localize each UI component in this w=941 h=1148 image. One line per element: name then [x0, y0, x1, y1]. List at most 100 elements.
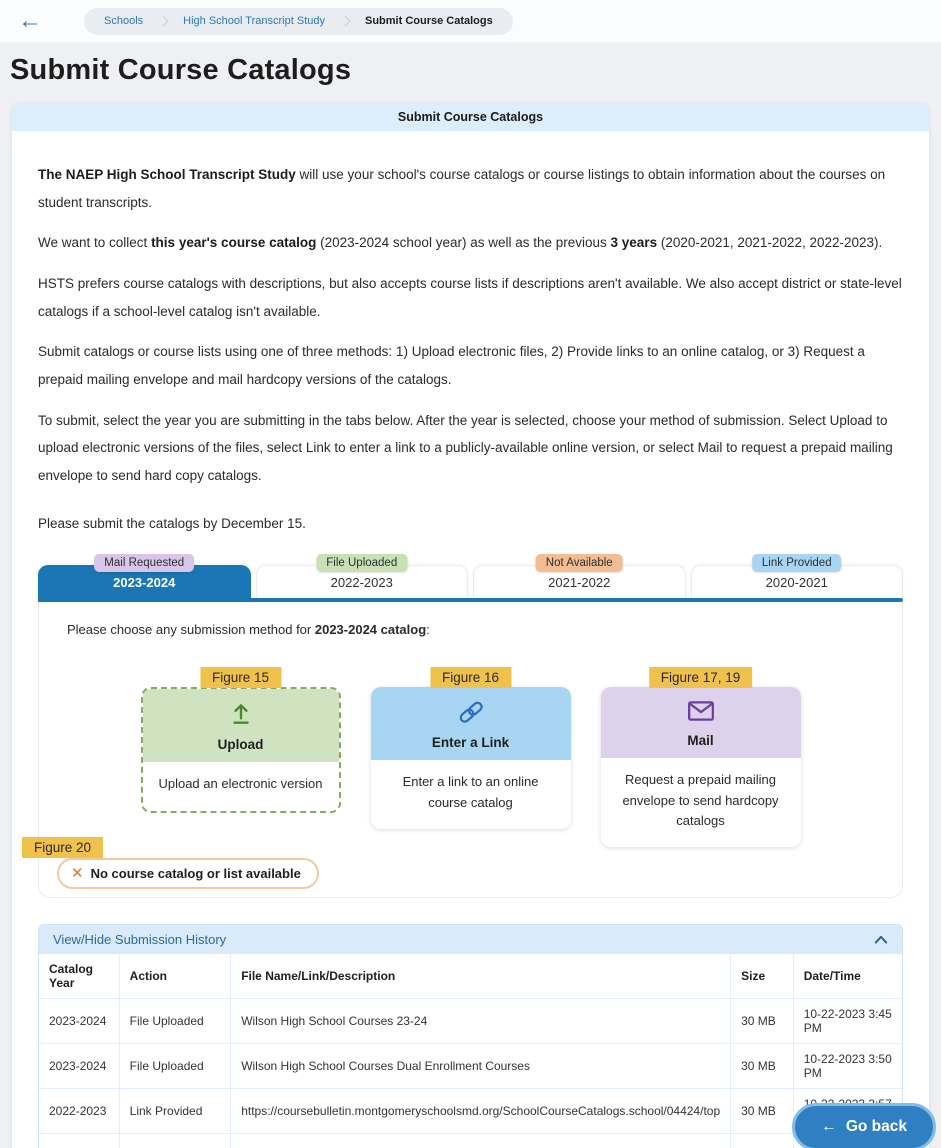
link-icon	[457, 699, 485, 725]
intro-paragraph-3: HSTS prefers course catalogs with descri…	[38, 276, 902, 319]
cell-catalog-year: 2023-2024	[39, 998, 120, 1045]
mail-icon	[687, 699, 715, 725]
upload-description: Upload an electronic version	[142, 762, 339, 811]
figure-15-label: Figure 15	[199, 667, 282, 689]
tab-wrap-2021-2022: Not Available 2021-2022	[473, 554, 686, 599]
left-arrow-icon: ←	[821, 1118, 837, 1135]
table-row: 2022-2023 Link Provided https://coursebu…	[39, 1088, 902, 1135]
cell-action: File Uploaded	[118, 998, 232, 1045]
link-title: Enter a Link	[431, 735, 510, 751]
intro-bold-years: 3 years	[610, 235, 658, 251]
column-header-catalog-year: Catalog Year	[39, 954, 120, 1000]
method-wrap-upload: Figure 15 Upload Upload an electronic ve…	[140, 667, 341, 846]
status-badge-not-available: Not Available	[535, 554, 623, 573]
history-table: Catalog Year Action File Name/Link/Descr…	[39, 954, 902, 1148]
cell-catalog-year: 2022-2023	[39, 1088, 120, 1135]
cell-datetime: 10-22-2023 3:50 PM	[792, 1043, 902, 1090]
methods-row: Figure 15 Upload Upload an electronic ve…	[39, 667, 902, 847]
mail-card-header: Mail	[600, 687, 801, 759]
intro-paragraph-1: The NAEP High School Transcript Study wi…	[38, 161, 903, 216]
link-card-header: Enter a Link	[370, 687, 571, 761]
status-badge-mail-requested: Mail Requested	[94, 554, 195, 573]
intro-paragraph-2: We want to collect this year's course ca…	[38, 229, 903, 257]
cell-size: 30 MB	[730, 998, 794, 1045]
table-row: 2023-2024 File Uploaded Wilson High Scho…	[39, 1043, 902, 1090]
upload-icon	[228, 701, 254, 727]
mail-method-card[interactable]: Mail Request a prepaid mailing envelope …	[600, 687, 801, 847]
prompt-text-1: Please choose any submission method for	[67, 622, 315, 638]
submission-prompt: Please choose any submission method for …	[39, 602, 902, 637]
no-catalog-button[interactable]: ✕ No course catalog or list available	[57, 858, 319, 890]
cell-action: Link Provided	[118, 1088, 232, 1135]
breadcrumb: Schools High School Transcript Study Sub…	[84, 7, 513, 35]
cell-datetime: 10-22-2023 3:45 PM	[792, 998, 902, 1045]
cell-size: 30 MB	[730, 1043, 794, 1090]
submit-catalogs-card: Submit Course Catalogs The NAEP High Sch…	[12, 103, 929, 1148]
method-wrap-mail: Figure 17, 19 Mail Request a prepaid mai…	[600, 667, 801, 847]
intro-text-2a: We want to collect	[38, 235, 152, 251]
tab-wrap-2020-2021: Link Provided 2020-2021	[690, 554, 903, 599]
figure-16-label: Figure 16	[429, 667, 512, 689]
cell-filename: Wilson High School Courses Dual Enrollme…	[230, 1043, 732, 1090]
intro-text-2c: (2020-2021, 2021-2022, 2022-2023).	[657, 235, 883, 251]
figure-20-label: Figure 20	[22, 837, 104, 859]
card-body: The NAEP High School Transcript Study wi…	[12, 131, 929, 1148]
submission-history-section: View/Hide Submission History Catalog Yea…	[38, 924, 903, 1148]
cell-action: File Uploaded	[118, 1043, 232, 1090]
intro-bold-study: The NAEP High School Transcript Study	[38, 167, 296, 182]
prompt-bold-year: 2023-2024 catalog	[314, 622, 427, 638]
no-catalog-button-label: No course catalog or list available	[90, 866, 301, 882]
card-header: Submit Course Catalogs	[12, 103, 929, 131]
column-header-filename: File Name/Link/Description	[230, 954, 732, 1000]
chevron-up-icon[interactable]	[874, 935, 888, 944]
table-row: 2023-2024 Mailing Request A prepaid mail…	[39, 1133, 902, 1148]
mail-description: Request a prepaid mailing envelope to se…	[600, 758, 801, 847]
back-arrow-icon[interactable]: ←	[18, 7, 42, 34]
history-toggle-bar[interactable]: View/Hide Submission History	[39, 925, 902, 955]
intro-text-2b: (2023-2024 school year) as well as the p…	[316, 235, 611, 251]
history-toggle-label: View/Hide Submission History	[53, 932, 227, 948]
deadline-text: Please submit the catalogs by December 1…	[38, 515, 306, 531]
chevron-right-icon	[157, 15, 169, 27]
go-back-button[interactable]: ← Go back	[792, 1103, 936, 1148]
chevron-right-icon	[339, 15, 351, 27]
tab-wrap-2023-2024: Mail Requested 2023-2024	[38, 554, 251, 599]
status-badge-link-provided: Link Provided	[751, 554, 842, 573]
cell-size: 30 MB	[730, 1088, 794, 1135]
top-bar: ← Schools High School Transcript Study S…	[0, 0, 941, 42]
enter-link-method-card[interactable]: Enter a Link Enter a link to an online c…	[370, 687, 571, 829]
year-tabs: Mail Requested 2023-2024 File Uploaded 2…	[22, 554, 903, 899]
status-badge-file-uploaded: File Uploaded	[316, 554, 408, 573]
link-description: Enter a link to an online course catalog	[370, 760, 571, 829]
cell-filename: https://coursebulletin.montgomeryschools…	[230, 1088, 732, 1135]
cell-filename: A prepaid mailing address will be sent t…	[230, 1133, 732, 1148]
breadcrumb-item-schools[interactable]: Schools	[104, 15, 144, 27]
cell-catalog-year: 2023-2024	[39, 1043, 120, 1090]
x-icon: ✕	[71, 865, 84, 883]
cell-action: Mailing Request	[118, 1133, 232, 1148]
figure-17-19-label: Figure 17, 19	[648, 667, 753, 689]
go-back-label: Go back	[845, 1118, 907, 1135]
intro-text-1: will use your school's course catalogs o…	[38, 167, 886, 210]
column-header-datetime: Date/Time	[792, 954, 902, 1000]
tab-wrap-2022-2023: File Uploaded 2022-2023	[255, 554, 468, 599]
intro-bold-catalog: this year's course catalog	[151, 235, 317, 251]
method-wrap-link: Figure 16 Enter a Link Enter a link to a…	[370, 667, 571, 846]
upload-method-card[interactable]: Upload Upload an electronic version	[140, 687, 341, 813]
prompt-text-2: :	[426, 622, 430, 638]
table-row: 2023-2024 File Uploaded Wilson High Scho…	[39, 998, 902, 1045]
intro-paragraph-5: To submit, select the year you are submi…	[38, 412, 893, 484]
page-title: Submit Course Catalogs	[10, 54, 352, 86]
column-header-size: Size	[730, 954, 794, 1000]
mail-title: Mail	[687, 733, 714, 749]
tab-underline	[38, 598, 903, 603]
cell-size: 30 MB	[730, 1133, 794, 1148]
intro-paragraph-4: Submit catalogs or course lists using on…	[38, 344, 865, 388]
cell-catalog-year: 2023-2024	[39, 1133, 120, 1148]
history-header-row: Catalog Year Action File Name/Link/Descr…	[39, 954, 902, 1000]
column-header-action: Action	[118, 954, 232, 1000]
breadcrumb-item-current: Submit Course Catalogs	[365, 15, 493, 27]
breadcrumb-item-hsts[interactable]: High School Transcript Study	[183, 15, 325, 27]
upload-title: Upload	[217, 737, 264, 753]
tab-panel-2023-2024: Please choose any submission method for …	[22, 602, 903, 899]
